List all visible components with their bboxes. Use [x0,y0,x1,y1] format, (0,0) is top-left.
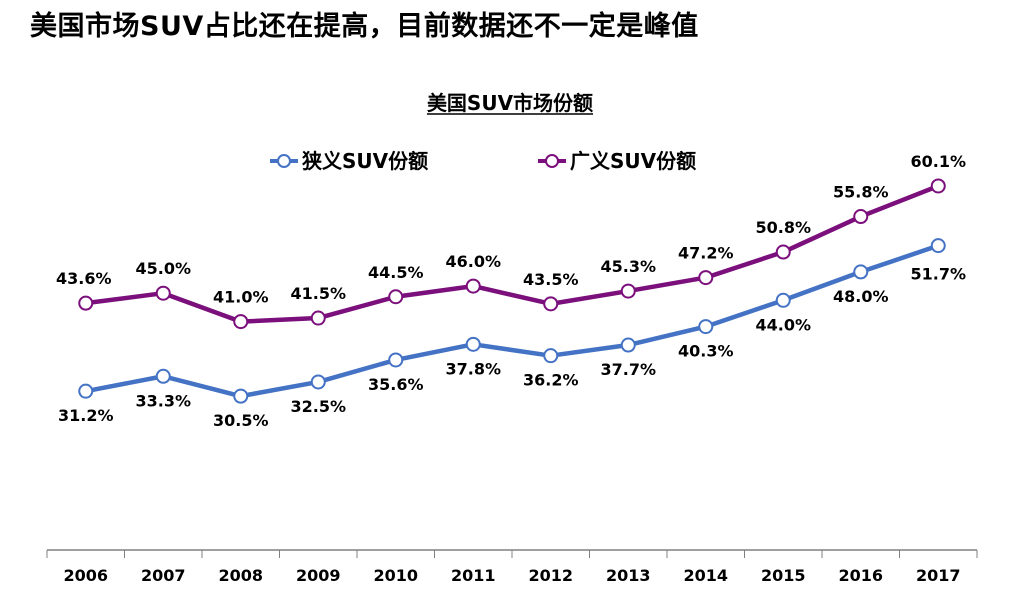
x-tick-label-2007: 2007 [141,566,186,585]
data-point-broad-2011 [465,278,481,294]
legend-label-broad: 广义SUV份额 [570,149,696,173]
x-tick-label-2013: 2013 [606,566,651,585]
data-label-broad-2012: 43.5% [523,270,579,289]
data-label-narrow-2017: 51.7% [910,265,966,284]
series-line-broad [85,183,940,324]
data-point-broad-2015 [775,244,791,260]
series-broad: 43.6% 45.0% 41.0% 41.5% 44.5% 46.0% 43.5% 45.3%… [56,152,966,330]
data-point-narrow-2011 [465,336,481,352]
x-tick-label-2011: 2011 [451,566,496,585]
x-tick-label-2010: 2010 [373,566,418,585]
series-line-narrow [85,243,939,399]
data-label-narrow-2013: 37.7% [600,360,656,379]
data-label-broad-2011: 46.0% [445,252,501,271]
data-point-narrow-2008 [233,388,249,404]
x-tick-label-2016: 2016 [838,566,883,585]
legend-label-narrow: 狭义SUV份额 [301,149,428,173]
chart-title: 美国SUV市场份额 [427,91,593,115]
data-point-broad-2007 [155,285,171,301]
data-label-broad-2017: 60.1% [910,152,966,171]
data-label-narrow-2012: 36.2% [523,371,579,390]
data-point-broad-2017 [930,178,946,194]
data-point-narrow-2010 [388,352,404,368]
data-point-broad-2009 [310,310,326,326]
data-label-broad-2008: 41.0% [213,288,269,307]
data-label-narrow-2014: 40.3% [678,342,734,361]
data-point-narrow-2009 [310,374,326,390]
data-label-broad-2013: 45.3% [600,257,656,276]
data-label-narrow-2006: 31.2% [58,406,114,425]
data-label-broad-2010: 44.5% [368,263,424,282]
x-tick-label-2012: 2012 [528,566,573,585]
data-point-broad-2016 [853,209,869,225]
data-point-narrow-2012 [543,348,559,364]
data-point-broad-2008 [233,314,249,330]
data-label-broad-2009: 41.5% [290,284,346,303]
data-point-narrow-2015 [775,292,791,308]
data-point-narrow-2013 [620,337,636,353]
series-narrow: 31.2% 33.3% 30.5% 32.5% 35.6% 37.8% 36.2% 37.7%… [58,238,966,430]
legend-marker-broad [545,154,559,168]
data-point-narrow-2007 [155,368,171,384]
x-tick-label-2008: 2008 [218,566,263,585]
data-label-broad-2014: 47.2% [678,244,734,263]
slide-headline: 美国市场SUV占比还在提高，目前数据还不一定是峰值 [30,11,699,42]
x-tick-label-2006: 2006 [63,566,108,585]
data-point-narrow-2006 [78,383,94,399]
data-label-narrow-2009: 32.5% [290,397,346,416]
data-label-narrow-2011: 37.8% [445,359,501,378]
data-label-narrow-2016: 48.0% [833,287,889,306]
x-tick-label-2015: 2015 [761,566,806,585]
data-point-broad-2013 [620,283,636,299]
series-layer: 31.2% 33.3% 30.5% 32.5% 35.6% 37.8% 36.2% 37.7%… [56,152,966,430]
data-label-narrow-2015: 44.0% [755,315,811,334]
data-label-broad-2006: 43.6% [56,269,112,288]
data-point-broad-2010 [388,289,404,305]
data-label-broad-2016: 55.8% [833,183,889,202]
x-tick-label-2014: 2014 [683,566,728,585]
data-label-broad-2015: 50.8% [755,218,811,237]
legend-marker-narrow [277,154,291,168]
data-point-narrow-2017 [930,238,946,254]
data-label-broad-2007: 45.0% [135,259,191,278]
data-point-narrow-2016 [853,264,869,280]
x-axis: 2006 2007 2008 2009 2010 2011 2012 2013 2014 2015… [46,549,978,585]
data-point-broad-2012 [543,296,559,312]
data-point-narrow-2014 [698,319,714,335]
data-point-broad-2006 [78,295,94,311]
legend: 狭义SUV份额 广义SUV份额 [270,149,696,173]
x-tick-label-2009: 2009 [296,566,341,585]
data-point-broad-2014 [698,270,714,286]
x-tick-label-2017: 2017 [916,566,961,585]
data-label-narrow-2010: 35.6% [368,375,424,394]
data-label-narrow-2008: 30.5% [213,411,269,430]
data-label-narrow-2007: 33.3% [135,391,191,410]
